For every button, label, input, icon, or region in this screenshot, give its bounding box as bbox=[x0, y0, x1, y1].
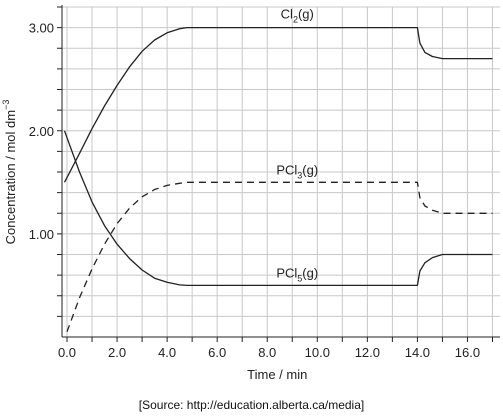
x-tick-label: 14.0 bbox=[405, 345, 430, 360]
x-tick-label: 10.0 bbox=[305, 345, 330, 360]
series-label: PCl5(g) bbox=[276, 265, 318, 283]
source-citation: [Source: http://education.alberta.ca/med… bbox=[138, 398, 365, 412]
series-label: Cl2(g) bbox=[281, 7, 314, 25]
chart-ticks: 0.0 2.0 4.0 6.0 8.0 10.0 12.0 14.0 16.0 1.00 2.00 3… bbox=[29, 6, 493, 360]
y-tick-label: 2.00 bbox=[29, 124, 54, 139]
series-line-cl2g bbox=[63, 26, 493, 183]
series-label-state: (g) bbox=[298, 7, 314, 22]
series-label-main: PCl bbox=[276, 162, 297, 177]
chart-series bbox=[63, 26, 493, 333]
series-label-subscript: 3 bbox=[297, 170, 302, 180]
series-label-main: Cl bbox=[281, 7, 293, 22]
series-label-subscript: 2 bbox=[293, 15, 298, 25]
series-label-subscript: 5 bbox=[297, 273, 302, 283]
y-axis-label-superscript: −3 bbox=[1, 100, 11, 110]
x-tick-label: 4.0 bbox=[158, 345, 176, 360]
x-tick-label: 8.0 bbox=[258, 345, 276, 360]
x-tick-label: 16.0 bbox=[455, 345, 480, 360]
x-axis-label: Time / min bbox=[247, 367, 307, 382]
chart-grid bbox=[62, 6, 500, 337]
series-line-pcl5g bbox=[63, 130, 493, 287]
series-label-state: (g) bbox=[302, 265, 318, 280]
series-label-state: (g) bbox=[302, 162, 318, 177]
series-line-pcl3g bbox=[66, 181, 493, 333]
series-label-main: PCl bbox=[276, 265, 297, 280]
x-tick-label: 2.0 bbox=[108, 345, 126, 360]
y-axis-label: Concentration / mol dm−3 bbox=[1, 100, 18, 245]
x-tick-label: 6.0 bbox=[208, 345, 226, 360]
x-tick-label: 12.0 bbox=[355, 345, 380, 360]
y-tick-label: 1.00 bbox=[29, 227, 54, 242]
chart-axes bbox=[61, 5, 500, 338]
y-axis-label-main: Concentration / mol dm bbox=[3, 110, 18, 244]
x-tick-label: 0.0 bbox=[58, 345, 76, 360]
y-tick-label: 3.00 bbox=[29, 21, 54, 36]
series-label: PCl3(g) bbox=[276, 162, 318, 180]
